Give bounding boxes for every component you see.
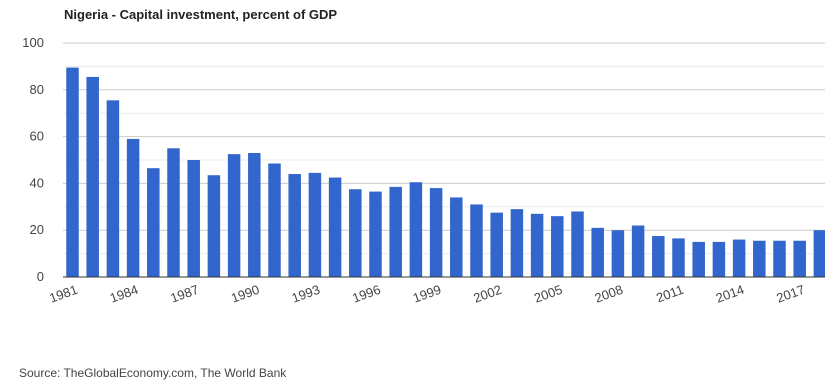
y-axis-tick-labels: 0 20 40 60 80 100 (22, 35, 44, 284)
y-tick-label: 0 (37, 269, 44, 284)
x-tick-label: 2005 (532, 282, 564, 306)
x-tick-label: 2008 (593, 282, 625, 306)
bar-1985 (147, 168, 160, 277)
bar-1998 (409, 182, 423, 277)
x-tick-label: 1993 (290, 282, 322, 306)
bar-2003 (510, 209, 524, 277)
bar-2013 (712, 241, 726, 277)
bar-2017 (793, 240, 806, 277)
y-tick-label: 20 (30, 222, 44, 237)
bar-1999 (429, 188, 443, 277)
bar-2008 (611, 230, 625, 277)
x-tick-label: 1999 (411, 282, 443, 306)
y-tick-label: 40 (30, 175, 44, 190)
bar-1992 (288, 174, 301, 277)
bar-1993 (308, 172, 322, 277)
x-axis-tick-labels: 1981 1984 1987 1990 1993 1996 1999 2002 2005 2008… (47, 282, 807, 306)
x-tick-label: 2011 (654, 282, 685, 306)
bar-2007 (591, 227, 604, 277)
bar-2006 (571, 211, 584, 277)
bar-1989 (227, 154, 241, 277)
bar-1987 (187, 160, 200, 277)
bar-2014 (732, 239, 746, 277)
x-tick-label: 2002 (471, 282, 503, 306)
bar-1994 (328, 177, 342, 277)
bar-1997 (389, 186, 402, 277)
bar-2015 (753, 240, 766, 277)
bar-1996 (369, 191, 382, 277)
bar-2018 (813, 230, 825, 277)
bar-2002 (490, 212, 503, 277)
bar-2016 (773, 240, 786, 277)
bars (63, 67, 825, 278)
y-tick-label: 60 (30, 129, 44, 144)
bar-2005 (551, 216, 564, 277)
bar-2011 (672, 238, 685, 277)
chart-title: Nigeria - Capital investment, percent of… (64, 7, 338, 22)
bar-1982 (86, 76, 99, 278)
source-note: Source: TheGlobalEconomy.com, The World … (19, 366, 287, 380)
bar-1986 (167, 148, 180, 277)
x-tick-label: 1981 (47, 282, 79, 306)
bar-2010 (652, 236, 665, 277)
y-tick-label: 80 (30, 82, 44, 97)
bar-1991 (268, 163, 281, 277)
bar-1983 (106, 100, 120, 277)
bar-1995 (349, 189, 362, 277)
bar-2001 (470, 204, 483, 277)
y-tick-label: 100 (22, 35, 44, 50)
x-tick-label: 2014 (714, 282, 746, 306)
bar-2012 (692, 241, 705, 277)
bar-1984 (126, 138, 140, 277)
bar-1990 (248, 152, 261, 277)
x-tick-label: 1984 (108, 282, 140, 306)
x-tick-label: 1996 (350, 282, 382, 306)
bar-1981 (66, 67, 79, 277)
x-tick-label: 2017 (774, 282, 806, 306)
x-tick-label: 1990 (229, 282, 261, 306)
bar-1988 (207, 175, 221, 277)
x-tick-label: 1987 (168, 282, 200, 306)
bar-2004 (530, 213, 544, 277)
bar-2009 (631, 225, 645, 277)
bar-2000 (450, 197, 463, 277)
